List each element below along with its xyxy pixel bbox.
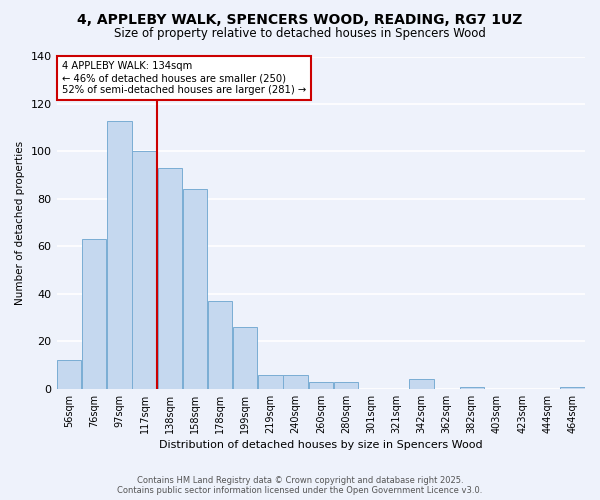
Bar xyxy=(334,382,358,389)
Bar xyxy=(258,374,283,389)
Bar xyxy=(560,386,584,389)
Bar xyxy=(107,120,131,389)
Bar xyxy=(133,152,157,389)
Bar xyxy=(183,190,207,389)
Bar xyxy=(460,386,484,389)
Bar xyxy=(57,360,82,389)
Bar xyxy=(233,327,257,389)
Text: 4 APPLEBY WALK: 134sqm
← 46% of detached houses are smaller (250)
52% of semi-de: 4 APPLEBY WALK: 134sqm ← 46% of detached… xyxy=(62,62,306,94)
Bar xyxy=(82,240,106,389)
Bar xyxy=(283,374,308,389)
Text: Contains HM Land Registry data © Crown copyright and database right 2025.
Contai: Contains HM Land Registry data © Crown c… xyxy=(118,476,482,495)
X-axis label: Distribution of detached houses by size in Spencers Wood: Distribution of detached houses by size … xyxy=(159,440,482,450)
Text: Size of property relative to detached houses in Spencers Wood: Size of property relative to detached ho… xyxy=(114,28,486,40)
Y-axis label: Number of detached properties: Number of detached properties xyxy=(15,140,25,305)
Text: 4, APPLEBY WALK, SPENCERS WOOD, READING, RG7 1UZ: 4, APPLEBY WALK, SPENCERS WOOD, READING,… xyxy=(77,12,523,26)
Bar xyxy=(308,382,333,389)
Bar xyxy=(208,301,232,389)
Bar xyxy=(158,168,182,389)
Bar xyxy=(409,380,434,389)
